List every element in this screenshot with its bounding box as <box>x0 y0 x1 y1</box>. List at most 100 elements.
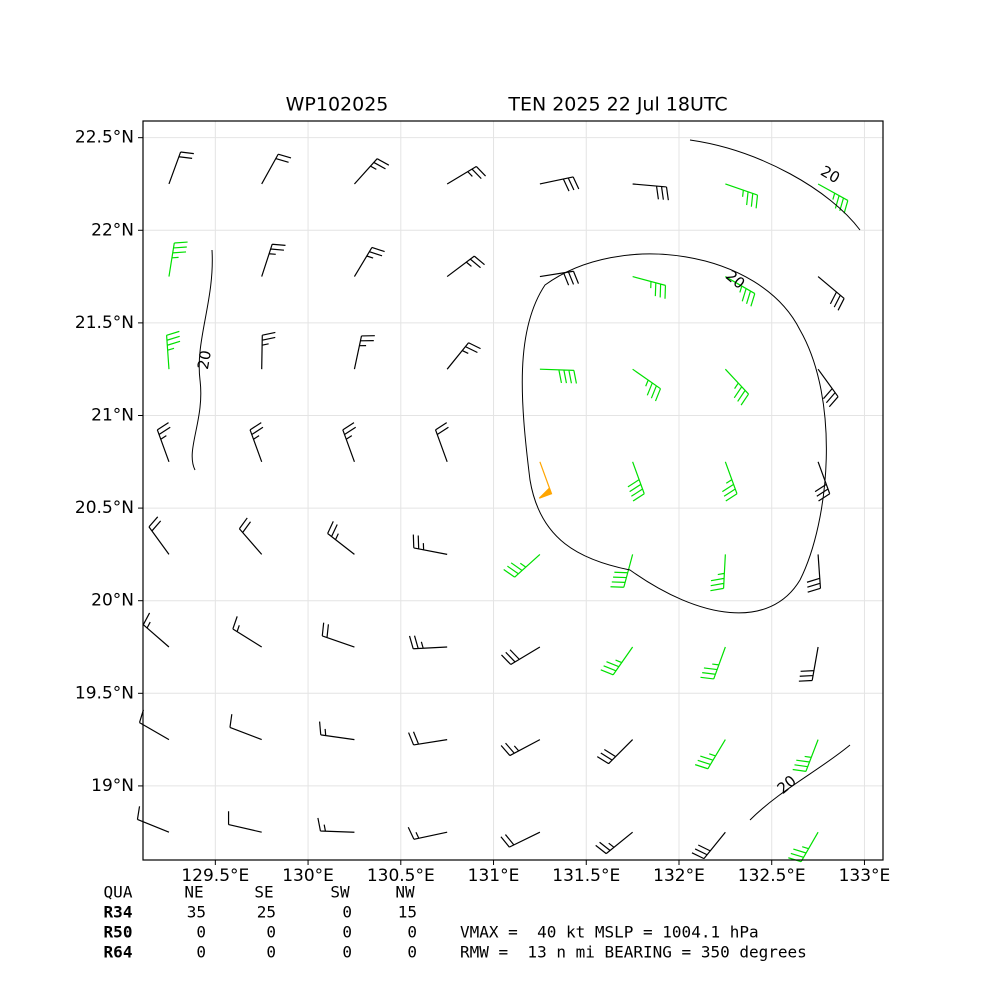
wind-barb <box>725 183 759 209</box>
wind-barb <box>249 422 264 462</box>
table-cell: 0 <box>196 923 206 942</box>
plot-area <box>136 120 884 865</box>
wind-barb <box>539 368 578 384</box>
wind-barb <box>408 731 448 746</box>
title-left: WP102025 <box>286 94 389 116</box>
y-tick-label: 22°N <box>91 220 134 240</box>
wind-barb <box>814 461 831 502</box>
wind-barb <box>261 331 276 370</box>
x-tick-label: 132°E <box>653 866 705 886</box>
wind-barb <box>148 516 170 555</box>
y-tick-label: 20°N <box>91 591 134 611</box>
wind-barb <box>353 158 390 185</box>
contours <box>191 139 861 821</box>
wind-barb <box>232 616 263 648</box>
wind-barb <box>165 330 181 370</box>
wind-barb <box>806 554 822 593</box>
table-cell: 0 <box>407 943 417 962</box>
wind-barb <box>446 255 485 278</box>
table-cell: 25 <box>257 903 276 922</box>
wind-barb <box>156 422 171 462</box>
wind-barb <box>446 165 487 185</box>
wind-barb <box>319 721 355 741</box>
table-header: SE <box>254 883 273 902</box>
wind-barb <box>538 461 553 499</box>
wind-barb <box>342 422 357 462</box>
x-tick-label: 129.5°E <box>181 866 249 886</box>
table-cell: 0 <box>266 943 276 962</box>
table-cell: 0 <box>342 923 352 942</box>
wind-barb <box>321 622 355 648</box>
table-cell: 0 <box>407 923 417 942</box>
y-tick-label: 22.5°N <box>75 128 134 148</box>
table-cell: 15 <box>398 903 417 922</box>
wind-barb <box>261 153 292 185</box>
wind-barb <box>500 831 541 848</box>
wind-barb <box>610 554 634 588</box>
y-tick-label: 21°N <box>91 405 134 425</box>
wind-barb <box>434 422 449 462</box>
wind-barb <box>503 553 541 578</box>
wind-barb <box>798 646 819 682</box>
wind-barb <box>817 276 845 311</box>
x-tick-label: 131.5°E <box>552 866 620 886</box>
table-header: NW <box>395 883 415 902</box>
wind-barb <box>353 335 375 370</box>
x-tick-label: 130°E <box>282 866 334 886</box>
wind-barb <box>700 646 726 680</box>
table-cell: 0 <box>342 943 352 962</box>
wind-barb <box>539 176 580 192</box>
wind-barb <box>600 646 634 676</box>
table-cell: 0 <box>342 903 352 922</box>
contour-label: 20 <box>194 349 215 371</box>
wind-barb <box>722 461 738 502</box>
wind-barb <box>632 368 662 402</box>
wind-barb <box>500 739 541 757</box>
table-header: NE <box>184 883 203 902</box>
table-cell: 0 <box>266 923 276 942</box>
wind-barb <box>627 461 645 502</box>
x-tick-label: 131°E <box>468 866 520 886</box>
wind-barb <box>238 517 263 555</box>
contour-line <box>521 253 827 614</box>
wind-barb <box>539 270 580 286</box>
wind-barb <box>792 739 819 772</box>
y-tick-label: 19°N <box>91 776 134 796</box>
table-row-label: R64 <box>104 943 133 962</box>
wind-barb <box>632 275 667 299</box>
info-line: RMW = 13 n mi BEARING = 350 degrees <box>460 943 807 962</box>
wind-barb <box>694 739 726 770</box>
table-cell: 0 <box>196 943 206 962</box>
wind-barb <box>227 811 262 833</box>
wind-barb <box>596 739 634 765</box>
wind-barb <box>710 554 726 592</box>
wind-barb <box>724 368 750 406</box>
contour-line <box>689 139 861 231</box>
table-header: QUA <box>104 883 133 902</box>
x-tick-label: 133°E <box>839 866 891 886</box>
x-tick-label: 132.5°E <box>738 866 806 886</box>
x-tick-label: 130.5°E <box>367 866 435 886</box>
wind-barb <box>168 241 188 277</box>
wind-barb <box>817 368 839 408</box>
wind-barb <box>407 826 448 840</box>
wind-barb <box>408 635 448 650</box>
y-tick-label: 21.5°N <box>75 313 134 333</box>
wind-barb <box>501 646 541 666</box>
contour-line <box>749 744 851 821</box>
table-row-label: R34 <box>104 903 133 922</box>
wind-barb <box>327 521 355 555</box>
y-tick-label: 20.5°N <box>75 498 134 518</box>
table-cell: 35 <box>187 903 206 922</box>
wind-barb <box>317 817 355 833</box>
wind-barb <box>412 534 448 555</box>
title-right: TEN 2025 22 Jul 18UTC <box>507 94 727 116</box>
table-header: SW <box>330 883 350 902</box>
wind-barb <box>817 183 849 214</box>
wind-barb <box>725 276 756 307</box>
wind-barb <box>261 243 286 277</box>
plot-frame <box>142 120 884 861</box>
wind-barb <box>595 831 634 855</box>
